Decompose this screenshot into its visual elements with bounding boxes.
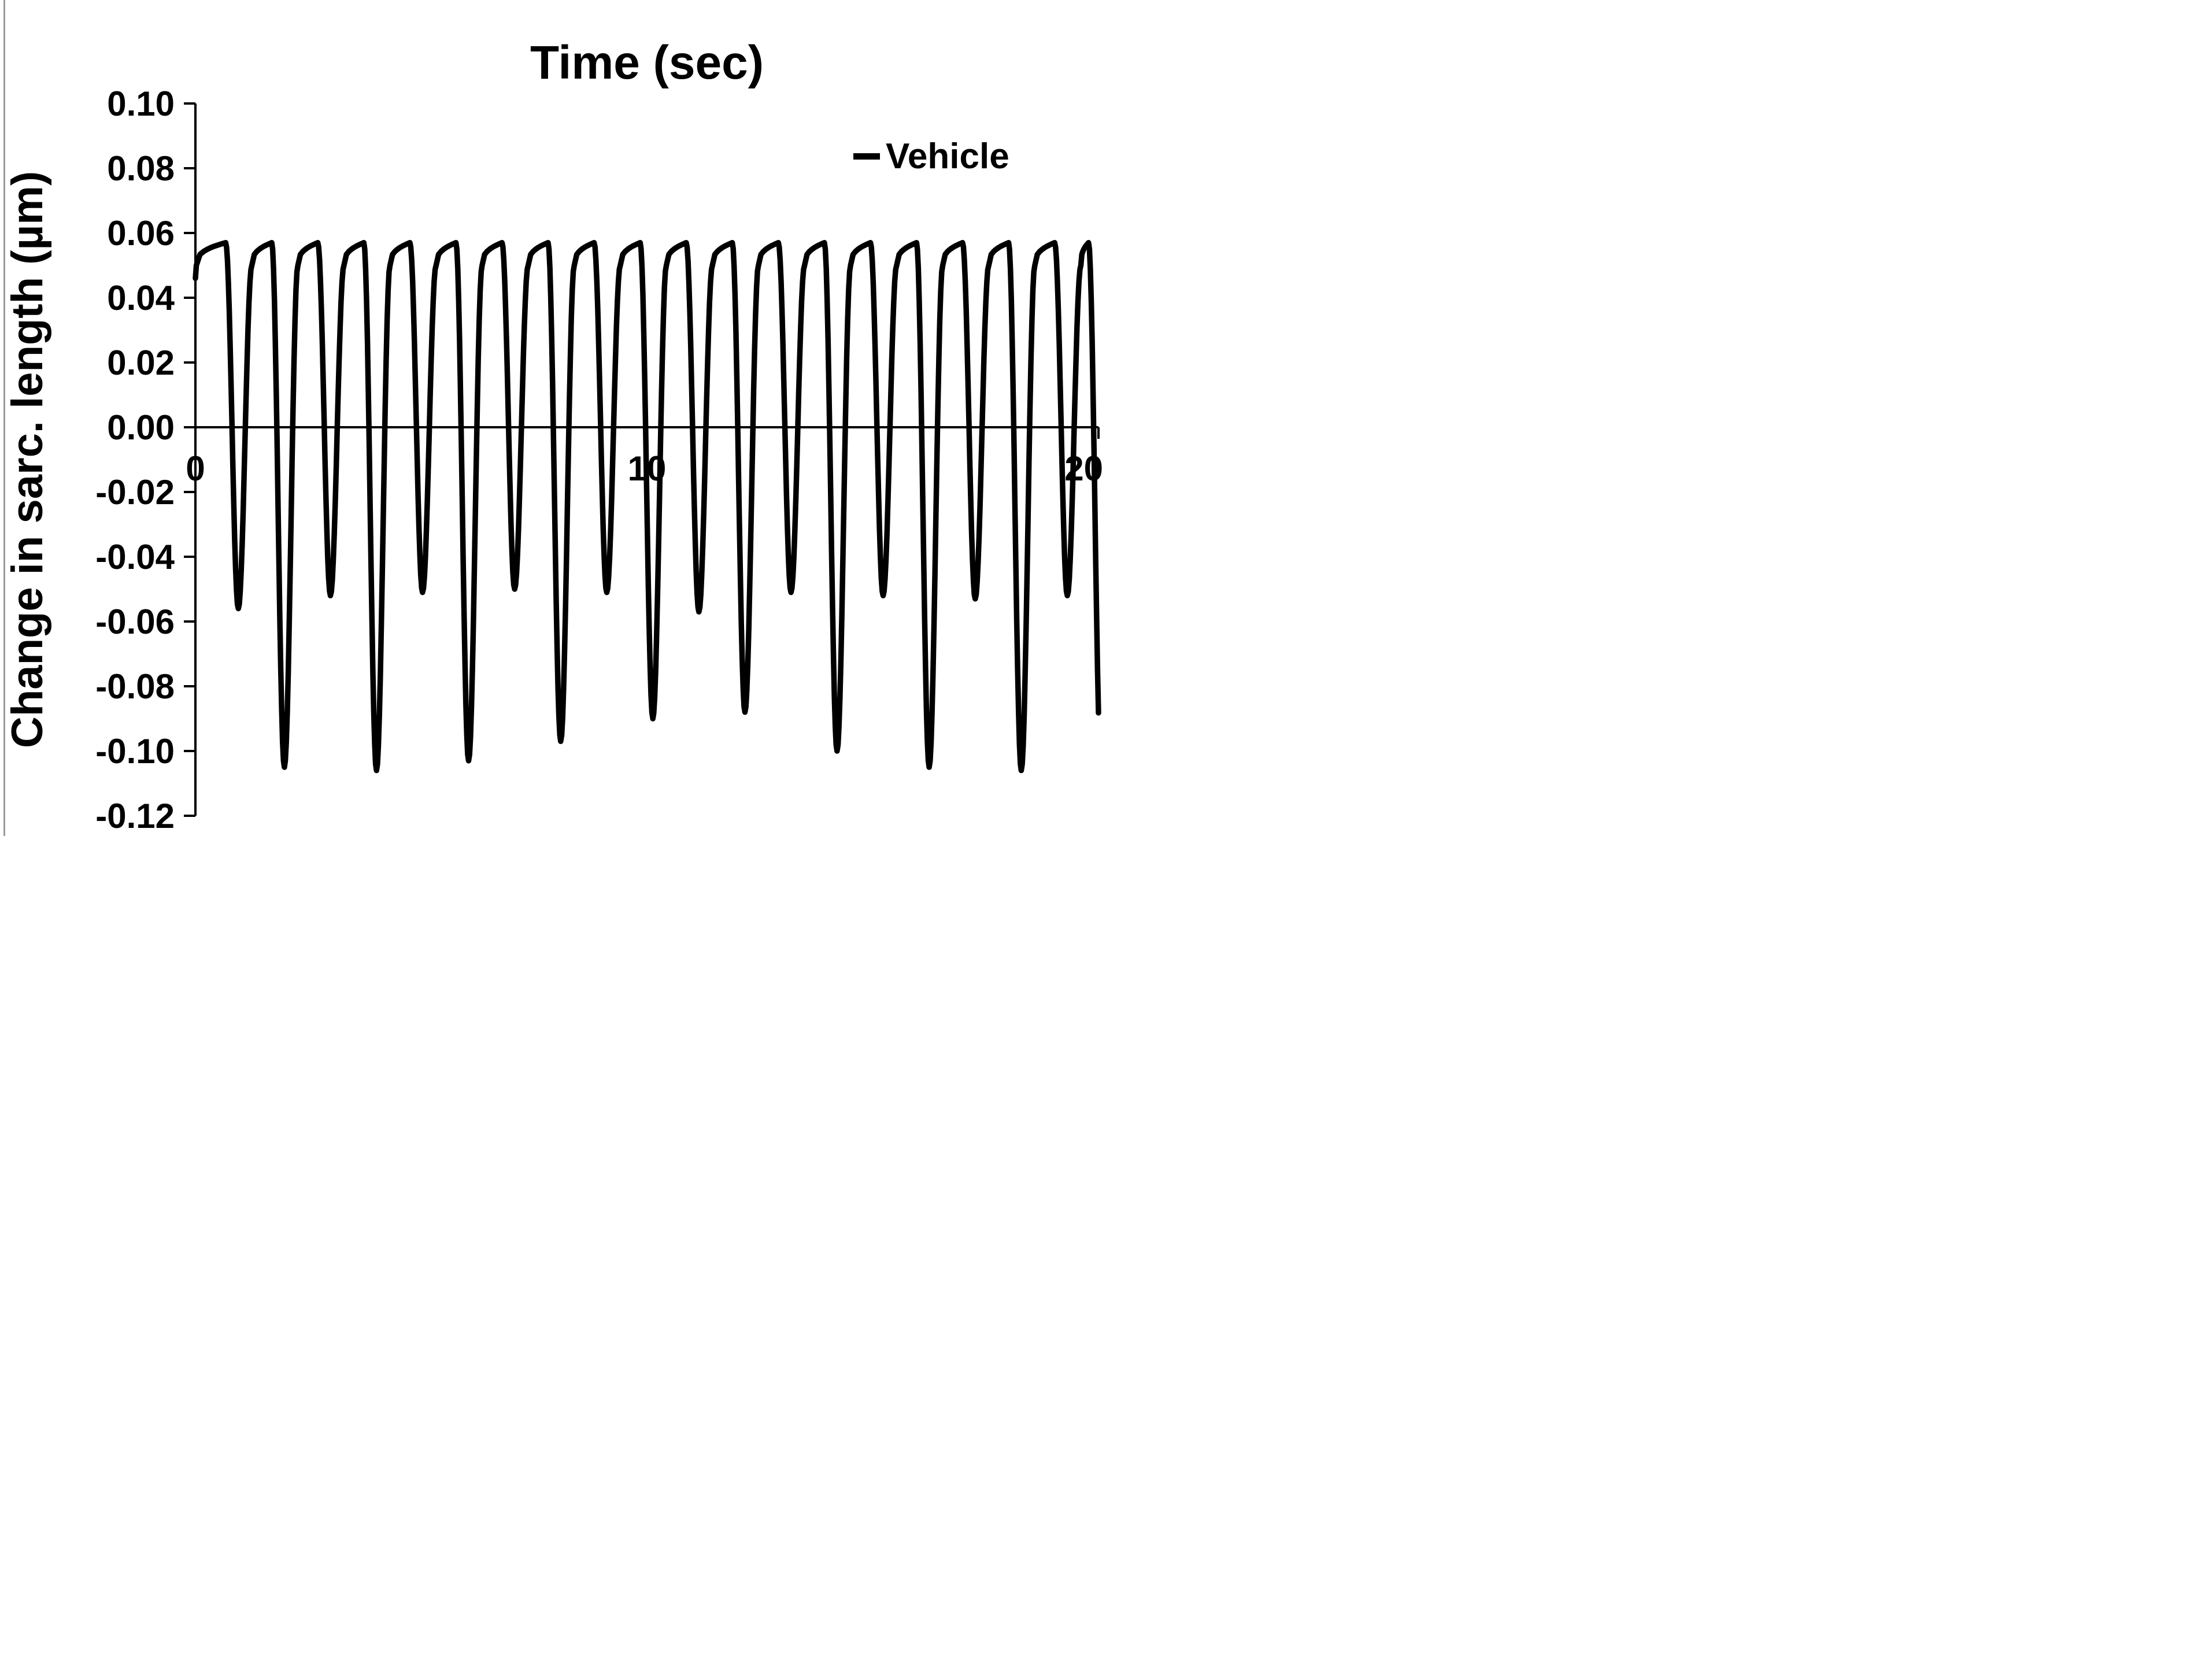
y-tick-label: 0.06 xyxy=(107,214,175,253)
y-tick-label: 0.04 xyxy=(107,279,175,317)
series-line-vehicle xyxy=(193,240,1101,774)
x-tick-label: 0 xyxy=(186,449,205,488)
y-tick-label: 0.10 xyxy=(107,84,175,123)
y-axis-title: Change in sarc. length (µm) xyxy=(3,171,52,749)
y-tick-label: -0.02 xyxy=(95,473,175,512)
y-tick-label: -0.04 xyxy=(95,538,175,576)
chart-figure: 0.10 0.08 0.06 0.04 0.02 0.00 -0.02 -0.04 -0.06 -… xyxy=(0,0,1106,836)
legend-label-vehicle: Vehicle xyxy=(886,136,1009,176)
y-tick-label: 0.08 xyxy=(107,149,175,188)
legend-line-swatch xyxy=(853,153,880,160)
y-tick-label: -0.06 xyxy=(95,602,175,641)
legend: Vehicle xyxy=(853,136,1009,176)
left-edge-line xyxy=(3,0,5,836)
y-tick-label: 0.02 xyxy=(107,343,175,382)
y-tick-label: 0.00 xyxy=(107,408,175,447)
chart-title: Time (sec) xyxy=(530,36,764,89)
y-tick-label: -0.08 xyxy=(95,667,175,706)
y-tick-label: -0.10 xyxy=(95,732,175,771)
plot-area: 0.10 0.08 0.06 0.04 0.02 0.00 -0.02 -0.04 -0.06 -… xyxy=(95,84,1103,835)
y-tick-label: -0.12 xyxy=(95,797,175,835)
